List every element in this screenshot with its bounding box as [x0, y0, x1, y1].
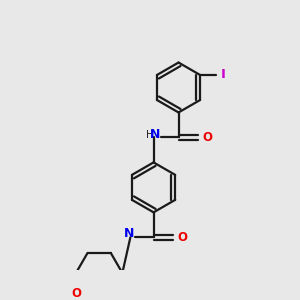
Text: H: H: [146, 130, 154, 140]
Text: O: O: [71, 287, 81, 300]
Text: I: I: [221, 68, 226, 81]
Text: O: O: [178, 231, 188, 244]
Text: N: N: [124, 227, 134, 240]
Text: N: N: [149, 128, 160, 141]
Text: O: O: [202, 131, 213, 144]
